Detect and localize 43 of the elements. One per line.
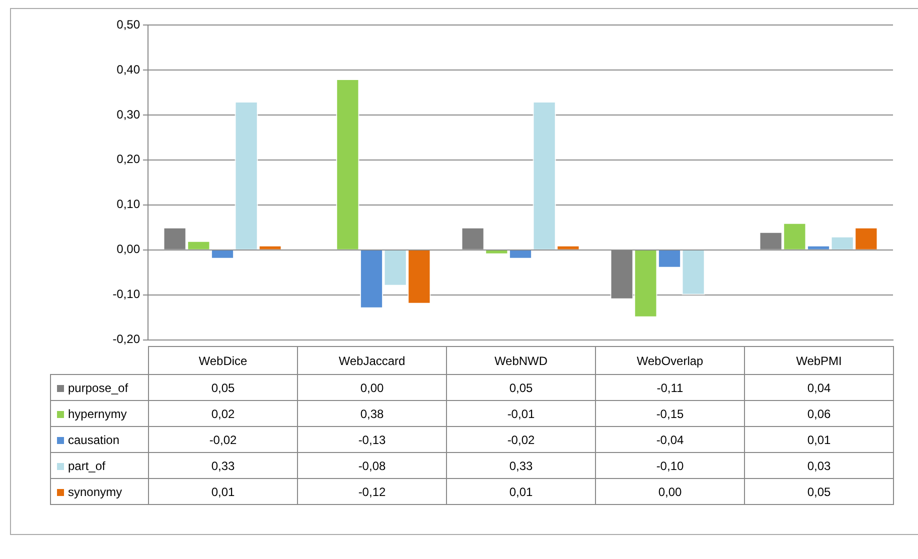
y-tick-label: 0,20: [116, 152, 140, 166]
data-label: -0,04: [596, 426, 744, 452]
data-label: -0,15: [596, 400, 744, 426]
data-label: 0,04: [744, 374, 894, 400]
data-label: 0,38: [298, 400, 446, 426]
data-label: -0,01: [446, 400, 596, 426]
x-tick-label: WebDice: [148, 346, 298, 374]
legend-label: part_of: [50, 452, 148, 478]
x-tick-label: WebJaccard: [298, 346, 446, 374]
x-tick-label: WebNWD: [446, 346, 596, 374]
y-tick-label: 0,10: [116, 197, 140, 212]
y-tick-label: 0,40: [116, 62, 140, 76]
x-tick-label: WebPMI: [744, 346, 894, 374]
data-label: 0,05: [148, 374, 298, 400]
y-tick-label: 0,50: [116, 17, 140, 32]
data-label: -0,13: [298, 426, 446, 452]
data-label: -0,10: [596, 452, 744, 478]
legend-label: purpose_of: [50, 374, 148, 400]
data-label: 0,00: [298, 374, 446, 400]
data-label: -0,11: [596, 374, 744, 400]
y-tick-label: -0,20: [112, 332, 140, 346]
data-label: -0,12: [298, 478, 446, 504]
data-label: -0,02: [446, 426, 596, 452]
data-label: 0,06: [744, 400, 894, 426]
data-label: 0,03: [744, 452, 894, 478]
legend-label: hypernymy: [50, 400, 148, 426]
data-label: 0,01: [446, 478, 596, 504]
legend-label: causation: [50, 426, 148, 452]
data-label: -0,02: [148, 426, 298, 452]
data-label: 0,05: [446, 374, 596, 400]
data-label: 0,33: [148, 452, 298, 478]
data-label: -0,08: [298, 452, 446, 478]
data-label: 0,00: [596, 478, 744, 504]
data-label: 0,02: [148, 400, 298, 426]
y-tick-label: 0,30: [116, 107, 140, 122]
legend-label: synonymy: [50, 478, 148, 504]
data-label: 0,01: [744, 426, 894, 452]
data-label: 0,33: [446, 452, 596, 478]
x-tick-label: WebOverlap: [596, 346, 744, 374]
data-label: 0,05: [744, 478, 894, 504]
y-tick-label: 0,00: [116, 242, 140, 256]
data-label: 0,01: [148, 478, 298, 504]
y-tick-label: -0,10: [112, 287, 140, 302]
